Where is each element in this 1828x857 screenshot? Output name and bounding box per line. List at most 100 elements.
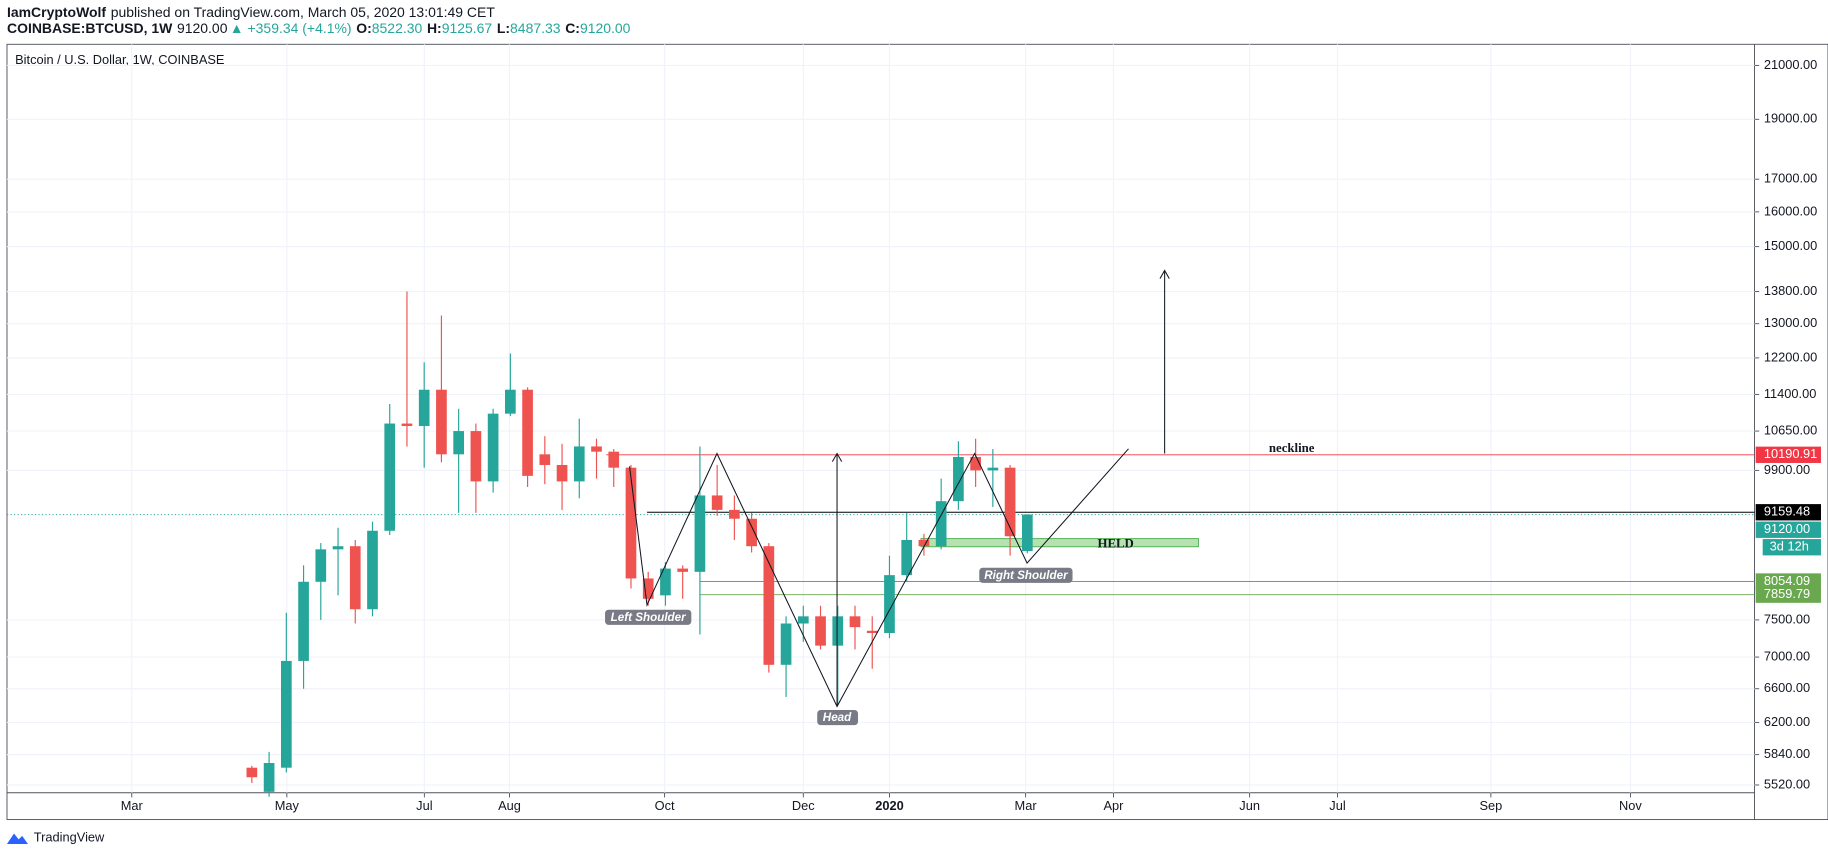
chart: IamCryptoWolf published on TradingView.co… [6,4,1828,845]
candle-body [384,423,396,531]
x-tick-label: Dec [792,798,815,813]
price: 9120.00 [177,20,228,36]
arrow-head [831,452,843,462]
candle-body [660,568,671,596]
left-shoulder-label: Left Shoulder [611,611,687,624]
y-tick-label: 12200.00 [1764,349,1817,364]
countdown: 3d 12h [1770,539,1809,554]
candle-body [780,623,792,665]
label-bg [605,609,692,625]
candle-body [711,495,723,510]
candle-body [453,431,464,455]
ohlc-key: L: [497,20,510,36]
candle-body [418,389,430,427]
candle-body [298,581,309,661]
x-tick-label: May [275,798,300,813]
held-label: HELD [1098,536,1134,550]
candle-body [953,456,964,502]
candle-body [677,568,689,572]
y-tick-label: 6200.00 [1764,714,1810,729]
y-tick-label: 6600.00 [1764,680,1810,695]
neckline-label: neckline [1269,441,1315,455]
candle-body [436,389,447,455]
candle-body [556,464,568,482]
ohlc-key: C: [565,20,580,36]
logo [6,833,28,845]
candle-body [987,467,999,471]
candle-body [918,539,930,547]
candle-body [1004,467,1016,537]
change: ▲ +359.34 (+4.1%) [230,20,352,36]
candle-body [797,616,809,624]
x-tick-label: Oct [655,798,675,813]
header-line2: COINBASE:BTCUSD, 1W 9120.00 ▲ +359.34 (+4.… [7,20,631,36]
candle-body [591,446,602,452]
candle-body [970,456,981,471]
ohlc-value: 9120.00 [580,20,631,36]
y-tick-label: 7500.00 [1764,611,1810,626]
candle-body [642,578,654,599]
y-tick-label: 7000.00 [1764,648,1810,663]
candle-body [246,767,258,778]
x-tick-label: Nov [1619,798,1642,813]
candle-body [522,389,533,476]
x-tick-label: Mar [1015,798,1038,813]
candle-body [539,454,551,465]
candle-body [487,413,499,482]
candle-body [849,616,861,628]
held-zone [920,538,1199,548]
candle-body [763,546,775,665]
y-tick-label: 15000.00 [1764,238,1817,253]
x-tick-label: Aug [498,798,521,813]
head-label: Head [823,711,852,724]
candle-body [832,616,844,646]
candle-body [401,423,413,427]
y-tick-label: 19000.00 [1764,111,1817,126]
chart-title: Bitcoin / U.S. Dollar, 1W, COINBASE [15,52,224,67]
y-tick-label: 5520.00 [1764,776,1810,791]
candle-body [729,509,740,519]
y-tick-label: 17000.00 [1764,171,1817,186]
candle-body [866,630,878,633]
candle-body [315,549,327,582]
x-tick-label: Jun [1239,798,1260,813]
candle-body [1021,514,1033,552]
candle-body [935,501,947,547]
candle-body [332,546,344,550]
label-bg [979,567,1073,583]
countdown-bg [1762,539,1821,556]
candle-body [625,467,637,579]
ohlc-value: 8487.33 [510,20,561,36]
x-tick-label: Jul [416,798,432,813]
x-tick-label: 2020 [875,798,904,813]
y-tick-label: 5840.00 [1764,746,1810,761]
level-label-bg [1755,586,1821,603]
ohlc-key: H: [427,20,442,36]
candle-body [694,495,706,572]
candle-body [505,389,516,414]
author: IamCryptoWolf [7,4,106,20]
level-label: 8054.09 [1764,573,1810,588]
published: published on TradingView.com, March 05, … [111,4,496,20]
level-label: 9120.00 [1764,521,1810,536]
level-label-bg [1755,521,1821,538]
candle-body [901,539,913,576]
level-label: 9159.48 [1764,504,1810,519]
x-tick-label: Mar [121,798,144,813]
level-label-bg [1755,446,1821,463]
label-bg [817,709,859,726]
arrow-head [1159,269,1170,279]
candle-body [470,431,482,482]
y-tick-label: 13000.00 [1764,315,1817,330]
x-tick-label: Jul [1329,798,1345,813]
y-tick-label: 11400.00 [1764,386,1817,401]
y-tick-label: 13800.00 [1764,283,1817,298]
level-label: 7859.79 [1764,586,1810,601]
x-tick-label: Apr [1104,798,1125,813]
right-shoulder-label: Right Shoulder [984,569,1069,582]
candle-body [573,446,585,482]
level-label-bg [1755,504,1821,521]
candle-body [608,451,620,468]
y-tick-label: 16000.00 [1764,203,1817,218]
